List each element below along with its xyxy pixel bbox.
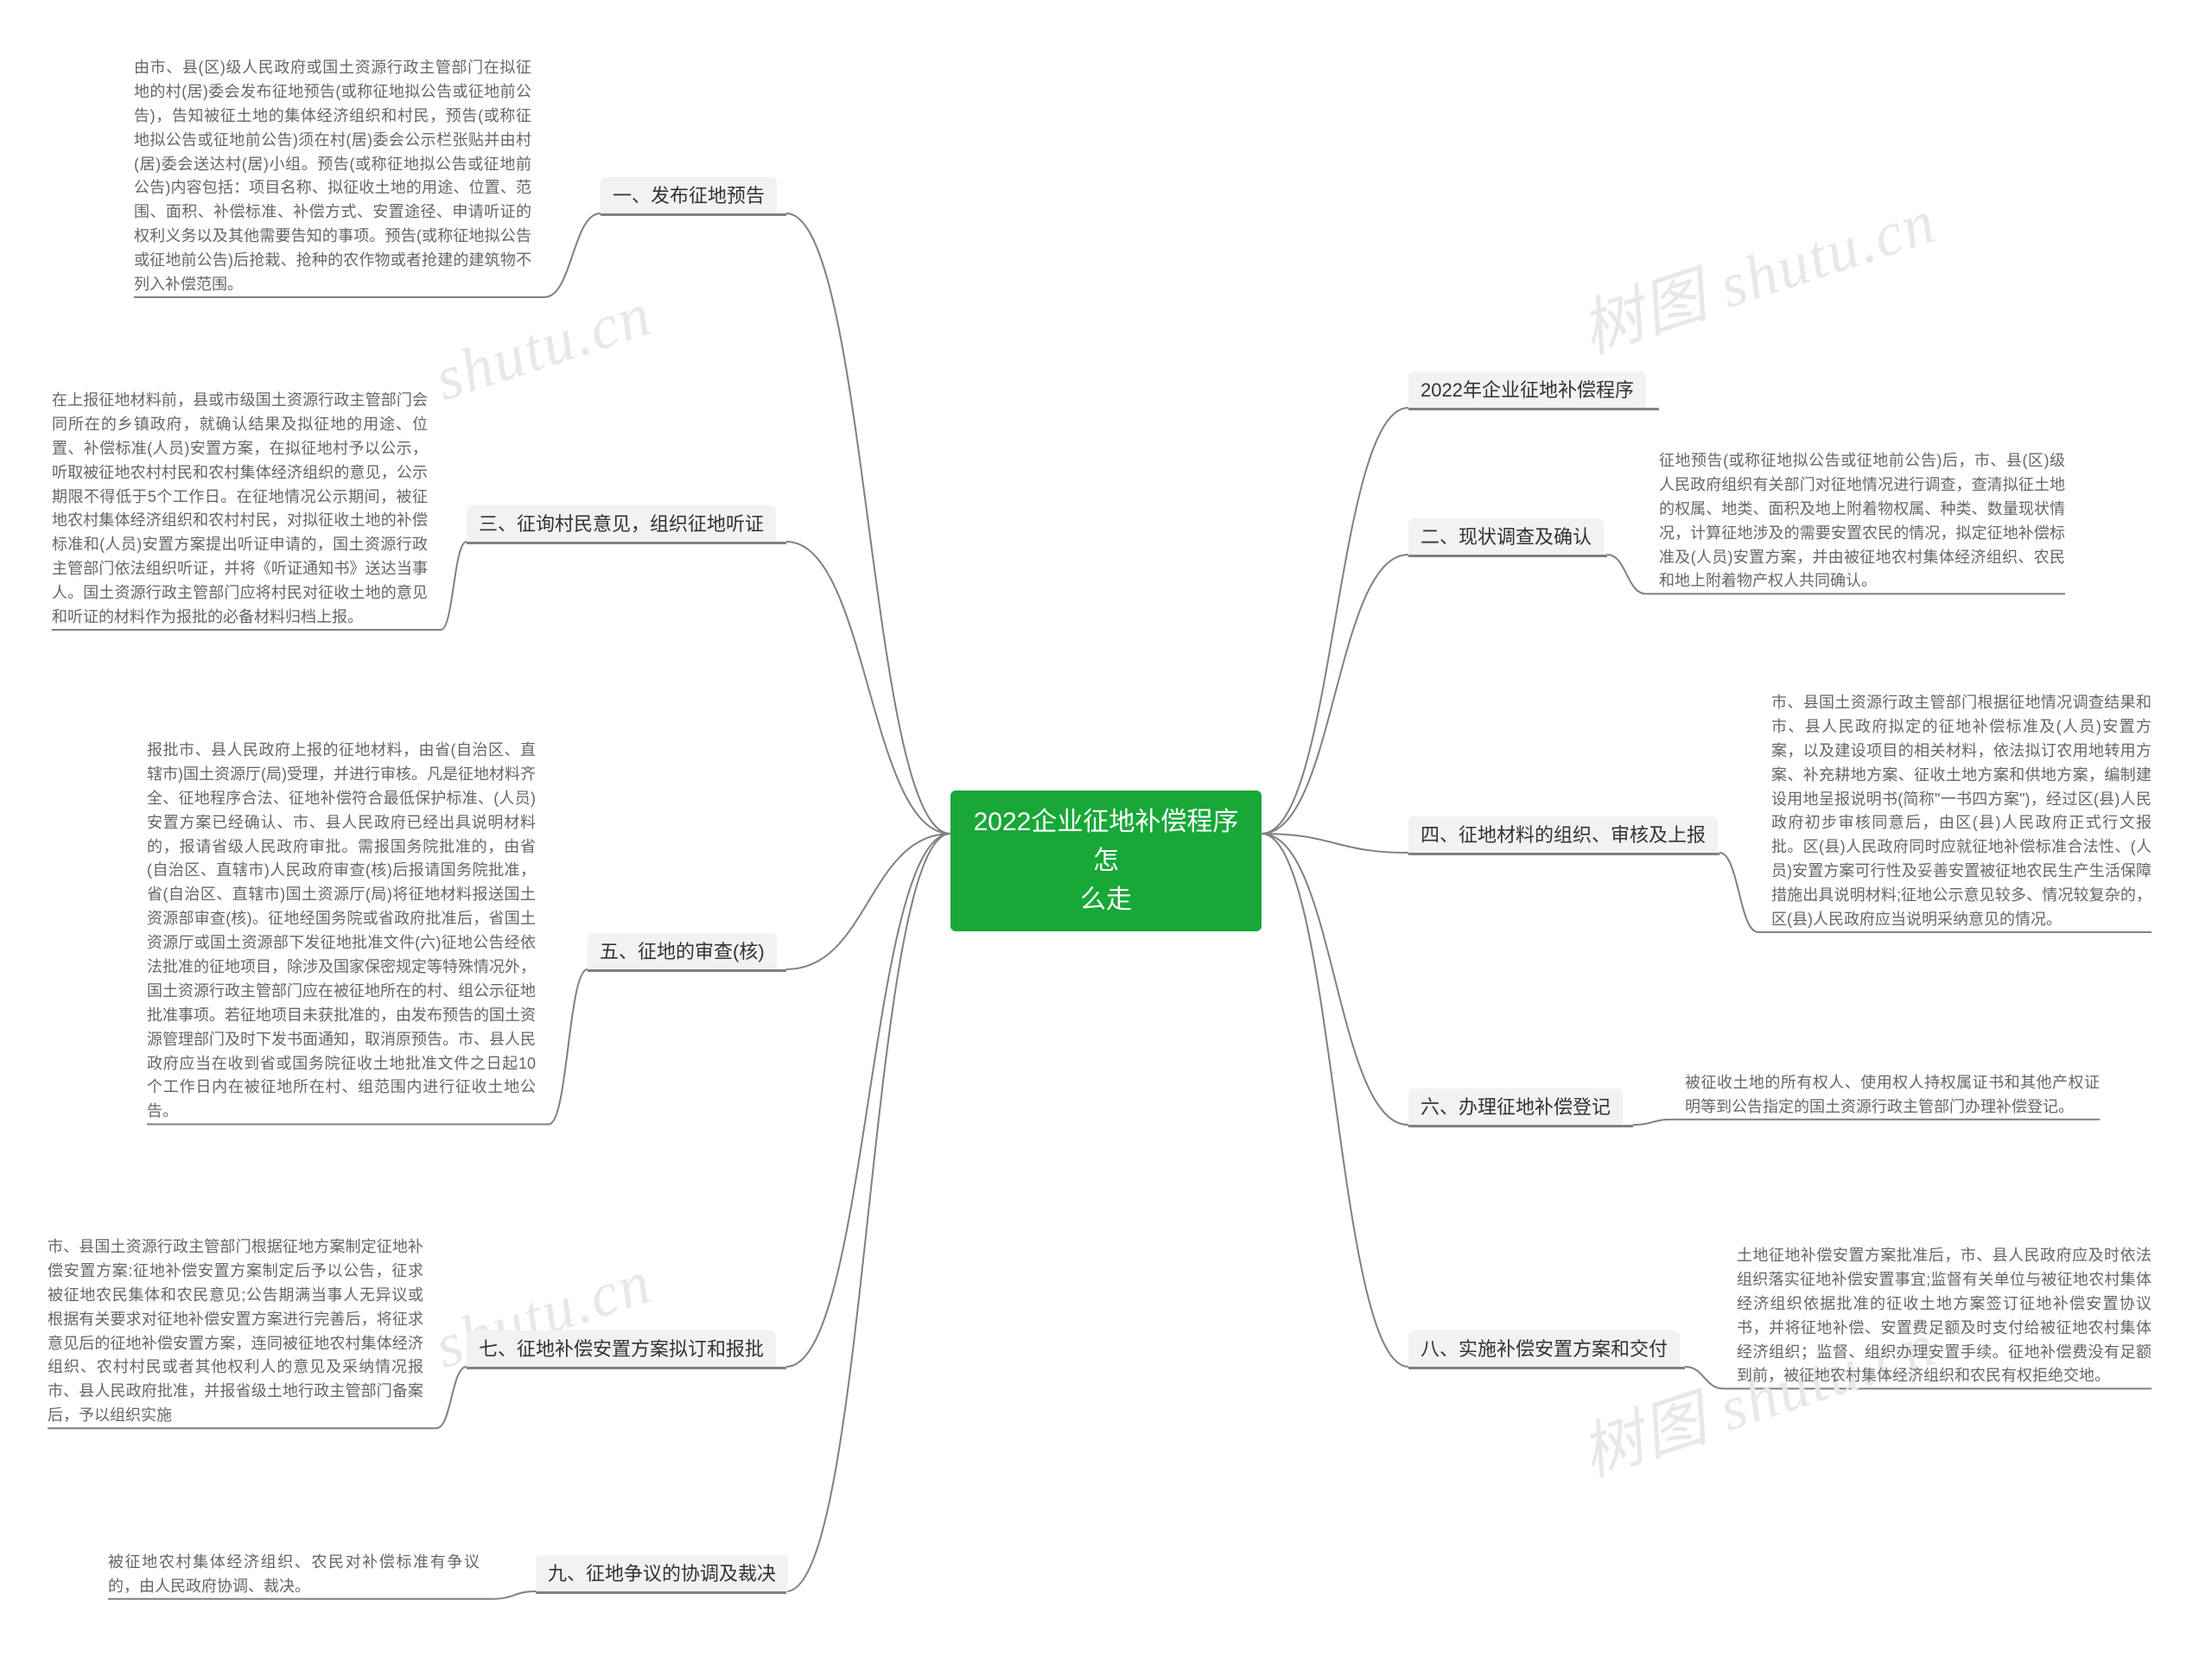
branch-description: 在上报征地材料前，县或市级国土资源行政主管部门会同所在的乡镇政府，就确认结果及拟…	[52, 389, 428, 630]
branch-node[interactable]: 五、征地的审查(核)	[588, 933, 777, 972]
branch-description: 被征收土地的所有权人、使用权人持权属证书和其他产权证明等到公告指定的国土资源行政…	[1685, 1071, 2100, 1120]
branch-node[interactable]: 二、现状调查及确认	[1408, 518, 1604, 557]
branch-description: 由市、县(区)级人民政府或国土资源行政主管部门在拟征地的村(居)委会发布征地预告…	[134, 56, 531, 297]
watermark: shutu.cn	[426, 278, 660, 416]
branch-node[interactable]: 八、实施补偿安置方案和交付	[1408, 1330, 1680, 1369]
branch-node[interactable]: 三、征询村民意见，组织征地听证	[467, 505, 776, 544]
center-topic[interactable]: 2022企业征地补偿程序怎么走	[950, 790, 1262, 931]
branch-underline	[467, 1367, 786, 1369]
branch-description: 土地征地补偿安置方案批准后，市、县人民政府应及时依法组织落实征地补偿安置事宜;监…	[1737, 1244, 2152, 1388]
branch-node[interactable]: 一、发布征地预告	[601, 177, 777, 216]
branch-description: 市、县国土资源行政主管部门根据征地情况调查结果和市、县人民政府拟定的征地补偿标准…	[1771, 691, 2152, 932]
branch-node[interactable]: 九、征地争议的协调及裁决	[536, 1555, 788, 1594]
branch-underline	[1408, 408, 1659, 410]
branch-node[interactable]: 四、征地材料的组织、审核及上报	[1408, 816, 1718, 855]
branch-underline	[536, 1591, 786, 1594]
branch-underline	[588, 969, 786, 972]
center-title-line2: 么走	[968, 880, 1244, 919]
branch-description: 被征地农村集体经济组织、农民对补偿标准有争议的，由人民政府协调、裁决。	[108, 1551, 480, 1599]
branch-underline	[467, 542, 786, 544]
branch-node[interactable]: 2022年企业征地补偿程序	[1408, 371, 1646, 410]
watermark: 树图 shutu.cn	[1567, 170, 1946, 370]
branch-description: 征地预告(或称征地拟公告或征地前公告)后，市、县(区)级人民政府组织有关部门对征…	[1659, 449, 2065, 594]
branch-node[interactable]: 六、办理征地补偿登记	[1408, 1089, 1623, 1127]
branch-description: 报批市、县人民政府上报的征地材料，由省(自治区、直辖市)国土资源厅(局)受理，并…	[147, 739, 536, 1124]
branch-underline	[1408, 555, 1607, 557]
branch-underline	[1408, 1125, 1633, 1127]
branch-node[interactable]: 七、征地补偿安置方案拟订和报批	[467, 1330, 776, 1369]
center-title-line1: 2022企业征地补偿程序怎	[968, 803, 1244, 880]
branch-underline	[1408, 853, 1719, 855]
branch-description: 市、县国土资源行政主管部门根据征地方案制定征地补偿安置方案:征地补偿安置方案制定…	[48, 1235, 423, 1428]
branch-underline	[1408, 1367, 1685, 1369]
branch-underline	[601, 213, 786, 216]
